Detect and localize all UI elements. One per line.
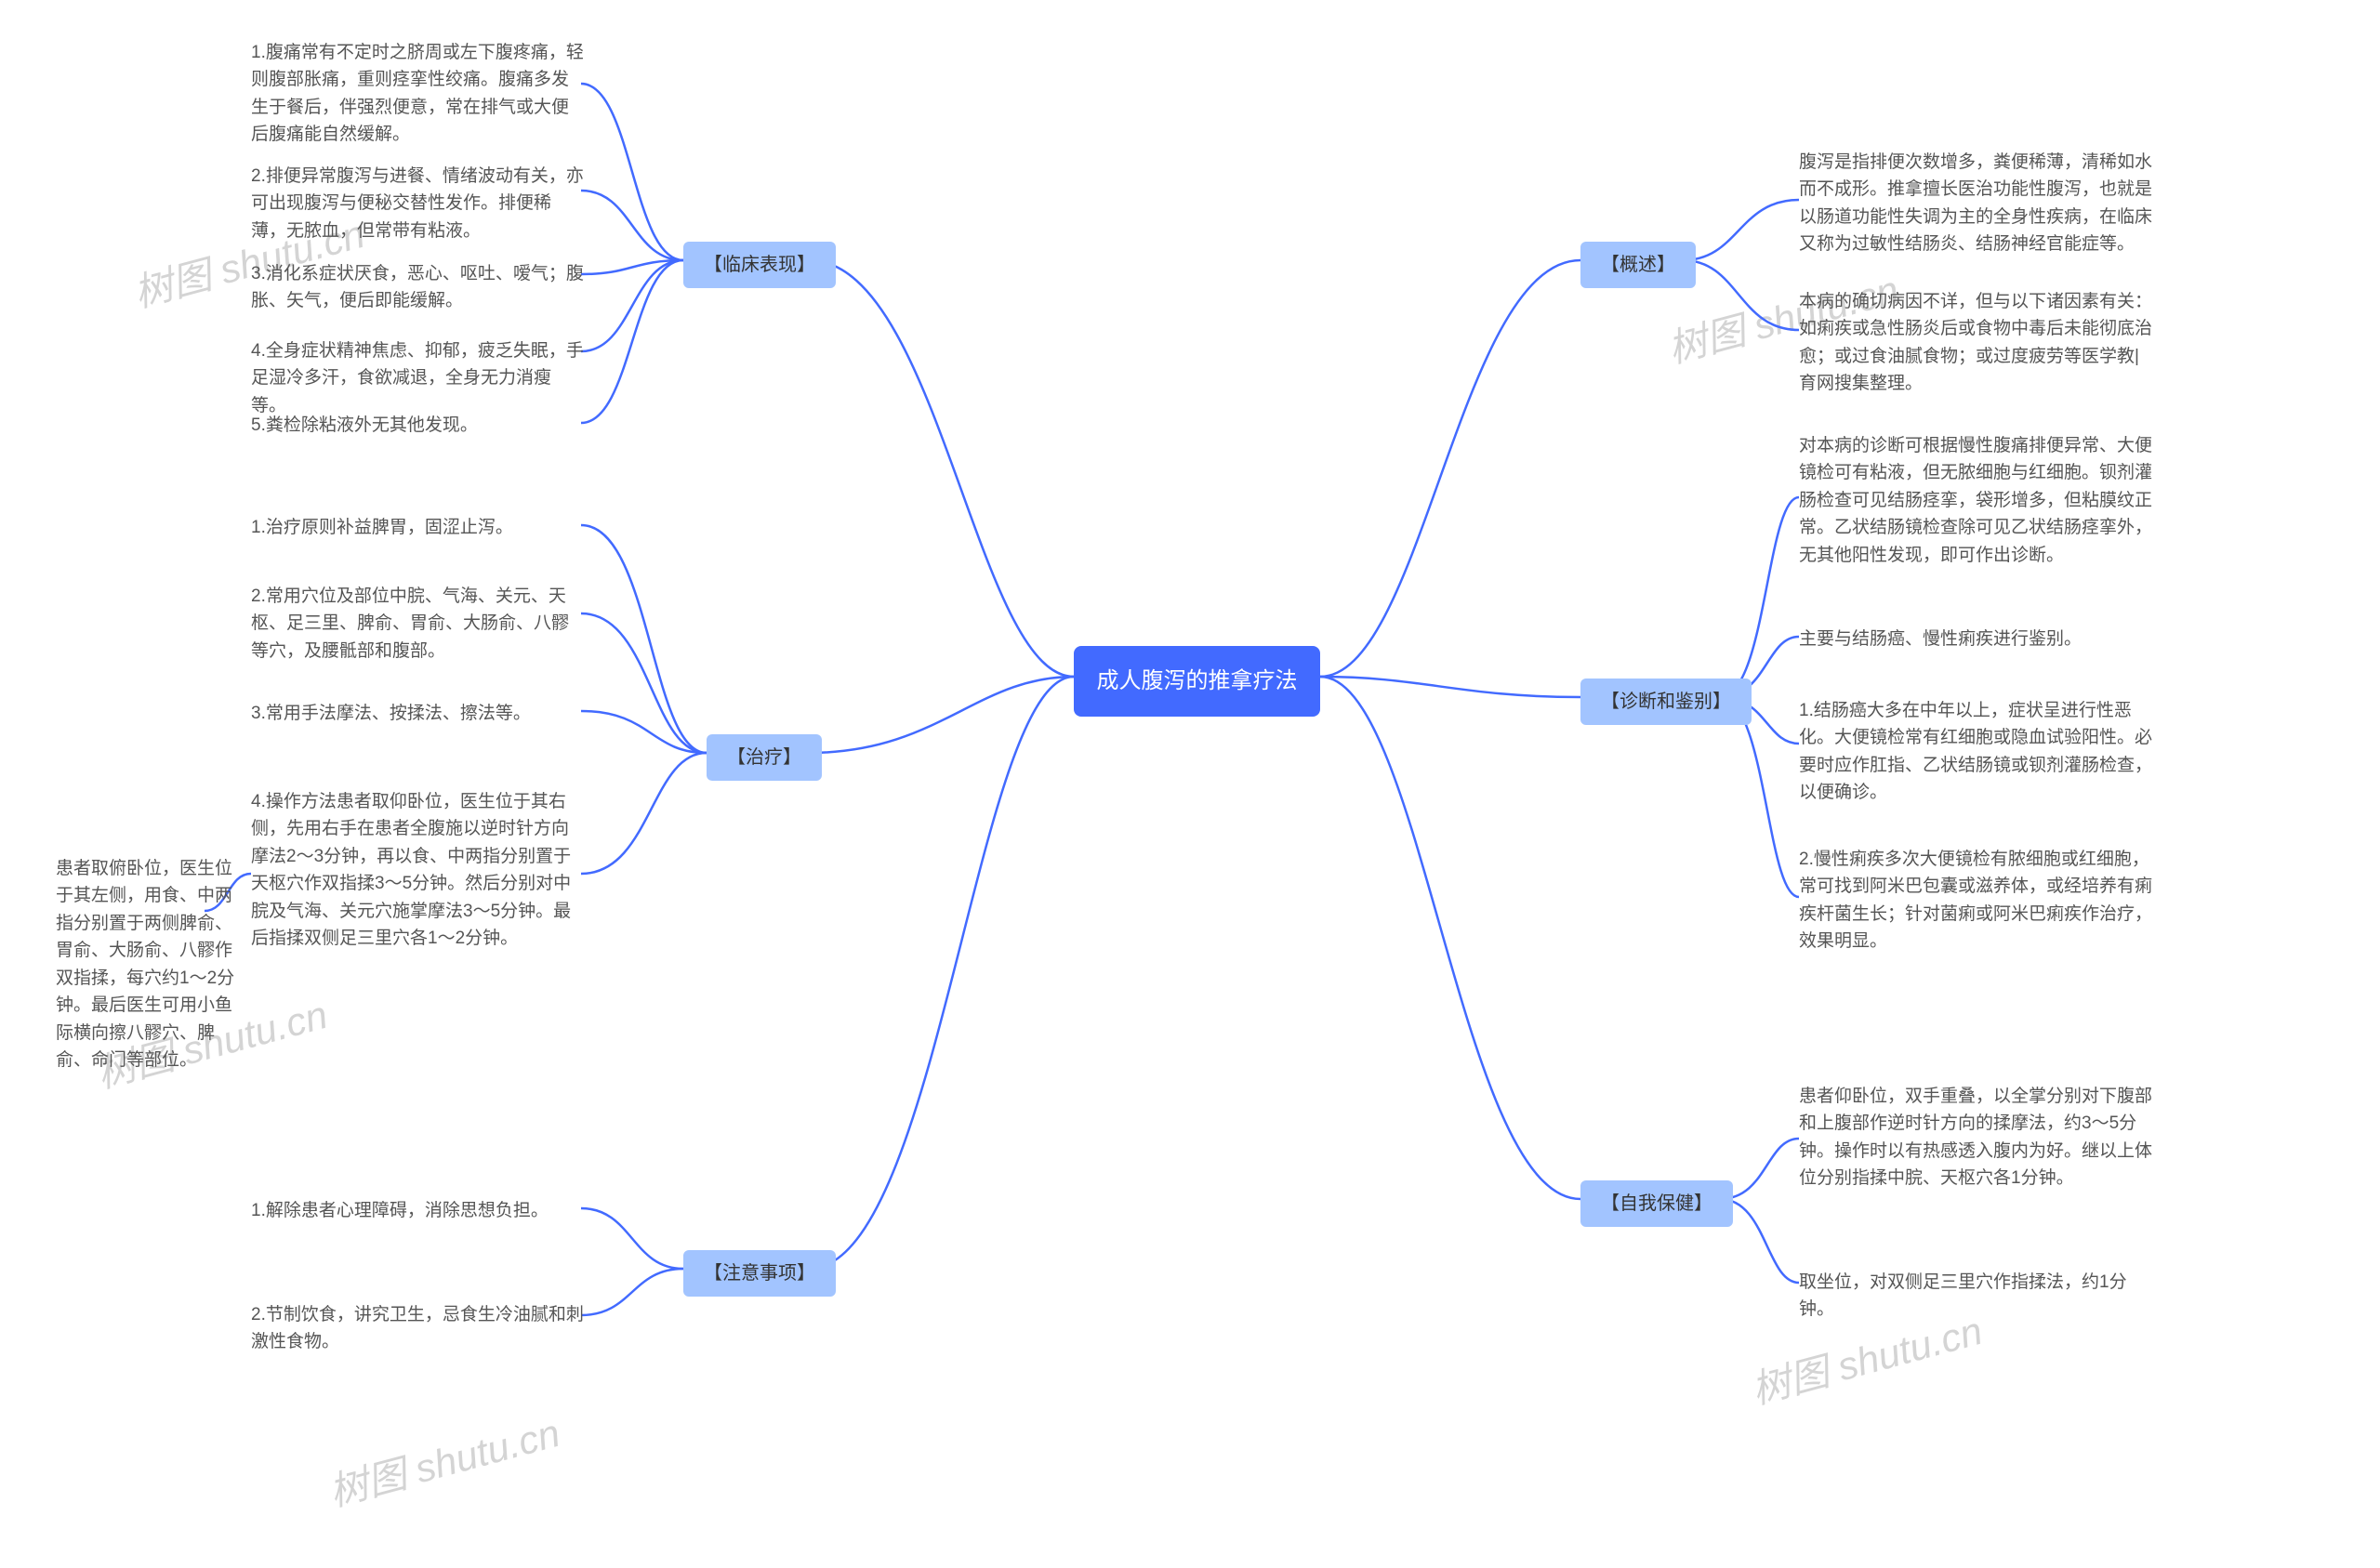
watermark: 树图 shutu.cn	[322, 1402, 565, 1518]
leaf-clinical-2: 2.排便异常腹泻与进餐、情绪波动有关，亦可出现腹泻与便秘交替性发作。排便稀薄，无…	[251, 163, 586, 244]
leaf-treatment-1: 1.治疗原则补益脾胃，固涩止泻。	[251, 514, 586, 541]
leaf-clinical-3: 3.消化系症状厌食，恶心、呕吐、嗳气；腹胀、矢气，便后即能缓解。	[251, 260, 586, 315]
leaf-selfcare-1: 患者仰卧位，双手重叠，以全掌分别对下腹部和上腹部作逆时针方向的揉摩法，约3～5分…	[1799, 1083, 2152, 1192]
root-node[interactable]: 成人腹泻的推拿疗法	[1074, 646, 1320, 717]
leaf-diagnosis-4: 2.慢性痢疾多次大便镜检有脓细胞或红细胞，常可找到阿米巴包囊或滋养体，或经培养有…	[1799, 846, 2162, 955]
leaf-treatment-3: 3.常用手法摩法、按揉法、擦法等。	[251, 700, 586, 727]
branch-selfcare[interactable]: 【自我保健】	[1580, 1180, 1733, 1227]
leaf-notes-2: 2.节制饮食，讲究卫生，忌食生冷油腻和刺激性食物。	[251, 1301, 586, 1356]
leaf-notes-1: 1.解除患者心理障碍，消除思想负担。	[251, 1197, 586, 1224]
leaf-clinical-5: 5.粪检除粘液外无其他发现。	[251, 412, 586, 439]
leaf-clinical-4: 4.全身症状精神焦虑、抑郁，疲乏失眠，手足湿冷多汗，食欲减退，全身无力消瘦等。	[251, 337, 586, 419]
leaf-selfcare-2: 取坐位，对双侧足三里穴作指揉法，约1分钟。	[1799, 1269, 2152, 1324]
leaf-clinical-1: 1.腹痛常有不定时之脐周或左下腹疼痛，轻则腹部胀痛，重则痉挛性绞痛。腹痛多发生于…	[251, 39, 586, 149]
branch-diagnosis[interactable]: 【诊断和鉴别】	[1580, 679, 1752, 725]
leaf-overview-1: 腹泻是指排便次数增多，粪便稀薄，清稀如水而不成形。推拿擅长医治功能性腹泻，也就是…	[1799, 149, 2152, 258]
leaf-diagnosis-2: 主要与结肠癌、慢性痢疾进行鉴别。	[1799, 626, 2152, 652]
leaf-treatment-4-sub: 患者取俯卧位，医生位于其左侧，用食、中两指分别置于两侧脾俞、胃俞、大肠俞、八髎作…	[56, 855, 246, 1074]
branch-clinical[interactable]: 【临床表现】	[683, 242, 836, 288]
leaf-treatment-2: 2.常用穴位及部位中脘、气海、关元、天枢、足三里、脾俞、胃俞、大肠俞、八髎等穴，…	[251, 583, 586, 665]
branch-notes[interactable]: 【注意事项】	[683, 1250, 836, 1297]
leaf-overview-2: 本病的确切病因不详，但与以下诸因素有关：如痢疾或急性肠炎后或食物中毒后未能彻底治…	[1799, 288, 2152, 398]
branch-treatment[interactable]: 【治疗】	[707, 734, 822, 781]
leaf-diagnosis-3: 1.结肠癌大多在中年以上，症状呈进行性恶化。大便镜检常有红细胞或隐血试验阳性。必…	[1799, 697, 2162, 807]
leaf-diagnosis-1: 对本病的诊断可根据慢性腹痛排便异常、大便镜检可有粘液，但无脓细胞与红细胞。钡剂灌…	[1799, 432, 2162, 569]
leaf-treatment-4: 4.操作方法患者取仰卧位，医生位于其右侧，先用右手在患者全腹施以逆时针方向摩法2…	[251, 788, 586, 953]
branch-overview[interactable]: 【概述】	[1580, 242, 1696, 288]
